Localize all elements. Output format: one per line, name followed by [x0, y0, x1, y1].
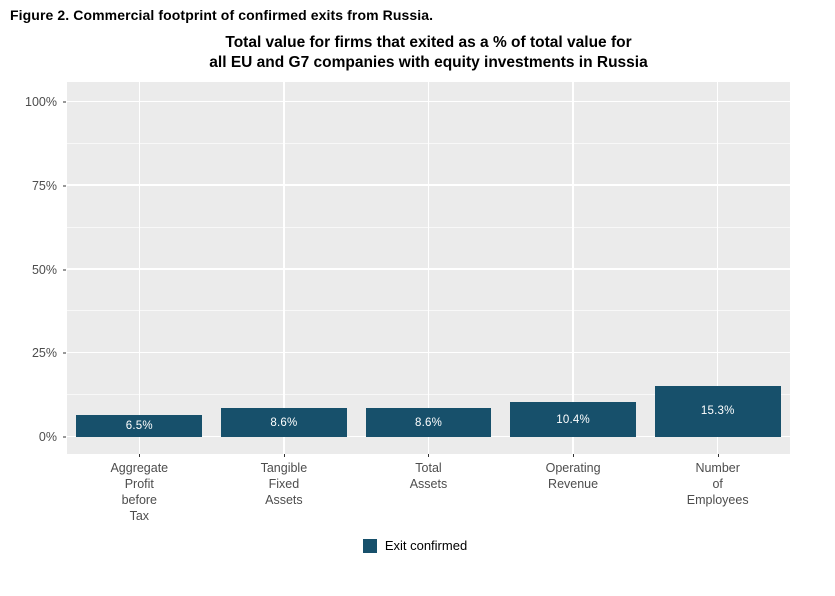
bar: 8.6%	[365, 408, 492, 437]
y-axis: 0% 25% 50% 75% 100%	[0, 82, 67, 454]
x-tick-label: Tangible Fixed Assets	[260, 461, 308, 507]
x-axis-slot: Number of Employees	[645, 454, 790, 524]
x-tick	[717, 454, 719, 457]
legend-swatch-icon	[362, 538, 377, 553]
x-tick-label: Operating Revenue	[545, 461, 601, 491]
y-tick-label: 75%	[31, 178, 57, 193]
y-tick-label: 50%	[31, 262, 57, 277]
figure-caption: Figure 2. Commercial footprint of confir…	[10, 7, 434, 23]
x-axis-slot: Operating Revenue	[501, 454, 646, 524]
legend: Exit confirmed	[0, 538, 835, 553]
y-tick	[63, 101, 66, 103]
y-tick-label: 100%	[25, 95, 57, 109]
x-axis-slot: Total Assets	[356, 454, 501, 524]
bar-value-label: 8.6%	[270, 416, 298, 429]
y-tick-label: 25%	[31, 346, 57, 361]
x-tick-label: Aggregate Profit before Tax	[110, 461, 169, 523]
x-axis: Aggregate Profit before Tax Tangible Fixe…	[67, 454, 790, 524]
x-tick	[573, 454, 575, 457]
gridline-vertical	[716, 82, 719, 454]
chart-body: 0% 25% 50% 75% 100% 6.5% 8.6% 8.6% 10.4% 15.3%	[0, 82, 835, 454]
bar: 6.5%	[76, 415, 203, 437]
bar-value-label: 15.3%	[700, 405, 735, 418]
bar: 10.4%	[510, 402, 636, 437]
bar: 8.6%	[220, 408, 347, 437]
x-tick	[428, 454, 430, 457]
x-tick	[139, 454, 141, 457]
legend-label: Exit confirmed	[384, 538, 468, 553]
bar-value-label: 8.6%	[414, 416, 442, 429]
bar-value-label: 10.4%	[556, 413, 590, 426]
x-tick-label: Total Assets	[409, 461, 448, 491]
y-tick	[63, 185, 66, 187]
gridline-vertical	[283, 82, 285, 454]
x-tick-label: Number of Employees	[686, 461, 749, 507]
gridline-vertical	[138, 82, 141, 454]
gridline-vertical	[427, 82, 430, 454]
y-tick	[63, 269, 66, 270]
bar: 15.3%	[654, 385, 781, 437]
x-axis-slot: Tangible Fixed Assets	[212, 454, 357, 524]
plot-area: 6.5% 8.6% 8.6% 10.4% 15.3%	[67, 82, 790, 454]
gridline-vertical	[572, 82, 574, 454]
x-axis-slot: Aggregate Profit before Tax	[67, 454, 212, 524]
y-tick-label: 0%	[38, 430, 57, 444]
bar-value-label: 6.5%	[125, 420, 153, 433]
chart-title: Total value for firms that exited as a %…	[209, 34, 648, 71]
x-tick	[283, 454, 285, 457]
y-tick	[63, 352, 66, 354]
y-tick	[63, 436, 66, 438]
